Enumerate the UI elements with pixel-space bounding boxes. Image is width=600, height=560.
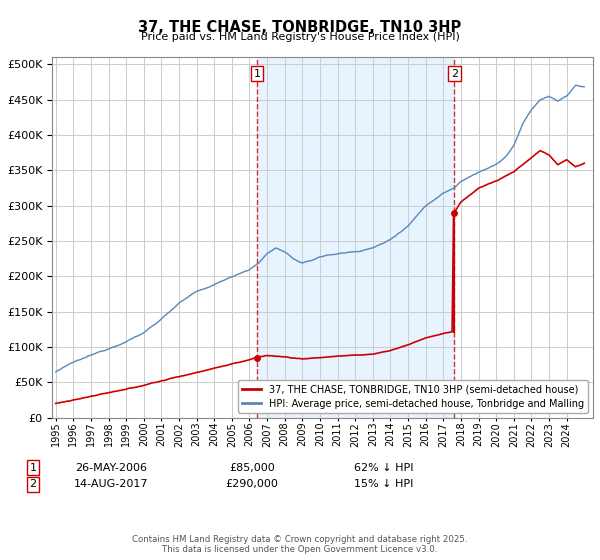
Legend: 37, THE CHASE, TONBRIDGE, TN10 3HP (semi-detached house), HPI: Average price, se: 37, THE CHASE, TONBRIDGE, TN10 3HP (semi… [238,380,588,413]
Text: Contains HM Land Registry data © Crown copyright and database right 2025.
This d: Contains HM Land Registry data © Crown c… [132,535,468,554]
Text: 15% ↓ HPI: 15% ↓ HPI [355,479,413,489]
Text: 26-MAY-2006: 26-MAY-2006 [75,463,147,473]
Bar [257,57,454,418]
Text: £290,000: £290,000 [226,479,278,489]
Text: 2: 2 [451,68,458,78]
Text: 1: 1 [29,463,37,473]
Text: 1: 1 [253,68,260,78]
Text: £85,000: £85,000 [229,463,275,473]
Text: 62% ↓ HPI: 62% ↓ HPI [354,463,414,473]
Text: 2: 2 [29,479,37,489]
Text: Price paid vs. HM Land Registry's House Price Index (HPI): Price paid vs. HM Land Registry's House … [140,32,460,42]
Text: 14-AUG-2017: 14-AUG-2017 [74,479,148,489]
Text: 37, THE CHASE, TONBRIDGE, TN10 3HP: 37, THE CHASE, TONBRIDGE, TN10 3HP [139,20,461,35]
